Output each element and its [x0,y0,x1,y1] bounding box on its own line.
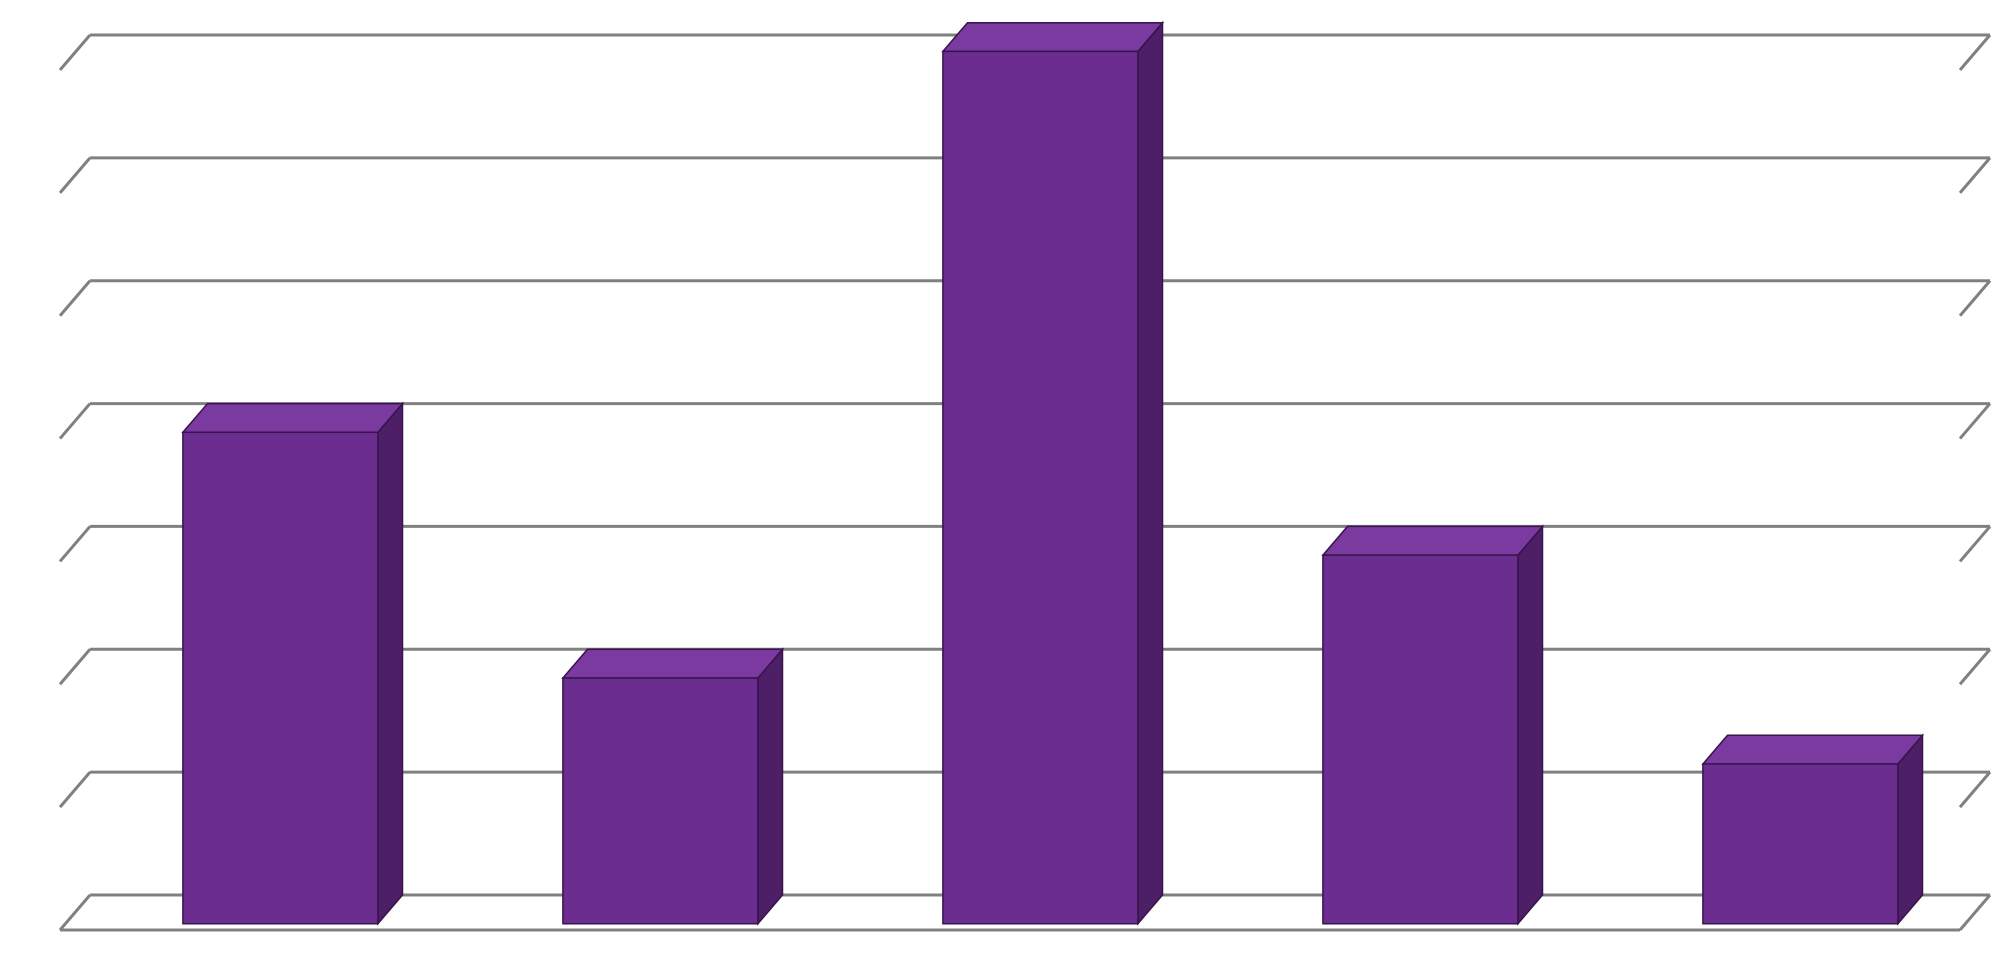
bar [943,23,1163,924]
bar [183,404,403,924]
bar-chart-3d [0,0,1997,980]
bar [1703,735,1923,923]
chart-svg [0,0,1997,980]
bar [563,649,783,923]
bar [1323,526,1543,923]
